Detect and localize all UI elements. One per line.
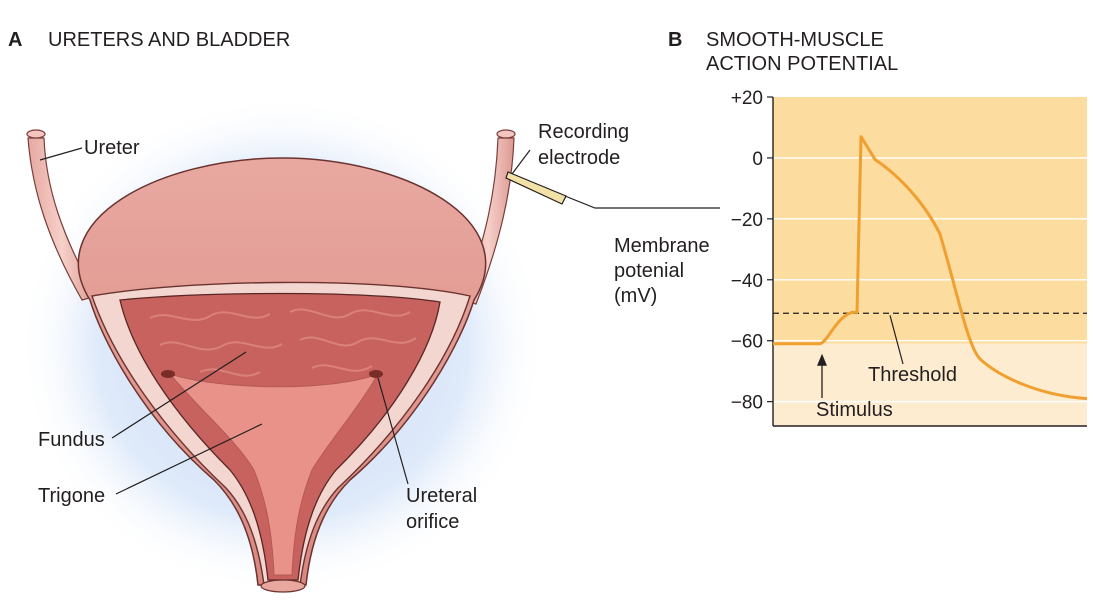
y-tick-label: −20: [731, 210, 763, 231]
y-tick-label: −80: [731, 393, 763, 414]
panel-b: B SMOOTH-MUSCLE ACTION POTENTIAL Membran…: [614, 29, 1088, 427]
panel-a-letter: A: [8, 29, 22, 51]
ureteral-orifice-label-2: orifice: [406, 511, 459, 533]
panel-a-title: URETERS AND BLADDER: [48, 29, 290, 51]
ureter-leader: [39, 147, 83, 161]
ylabel-line-1: Membrane: [614, 235, 710, 257]
action-potential-plot: +20 0 −20 −40 −60 −80: [731, 88, 1088, 427]
recording-electrode-label-1: Recording: [538, 121, 629, 143]
trigone-label: Trigone: [38, 485, 105, 507]
rugae-folds: [149, 308, 417, 377]
ureter-label: Ureter: [84, 137, 140, 159]
ureteral-orifice-leader: [377, 377, 409, 485]
trigone-leader: [115, 423, 263, 495]
panel-b-title-1: SMOOTH-MUSCLE: [706, 29, 884, 51]
panel-a: A URETERS AND BLADDER: [8, 29, 720, 595]
plot-background-lower: [773, 343, 1087, 426]
ylabel-line-3: (mV): [614, 285, 657, 307]
plot-background-upper: [773, 97, 1087, 344]
trigone-area: [168, 373, 380, 576]
y-tick-label: +20: [731, 88, 763, 109]
right-ureteral-orifice: [369, 370, 383, 378]
threshold-label: Threshold: [868, 364, 957, 386]
y-tick-label: −60: [731, 332, 763, 353]
left-ureteral-orifice: [161, 370, 175, 378]
panel-b-title-2: ACTION POTENTIAL: [706, 53, 898, 75]
action-potential-trace: [773, 135, 1088, 401]
recording-electrode-leader: [511, 149, 531, 175]
ureteral-orifice-label-1: Ureteral: [406, 485, 477, 507]
panel-b-letter: B: [668, 29, 682, 51]
fundus-leader: [111, 351, 247, 439]
urethra-opening: [260, 579, 306, 593]
recording-electrode-label-2: electrode: [538, 147, 620, 169]
stimulus-arrow-head: [817, 353, 827, 366]
threshold-leader: [889, 315, 904, 365]
recording-electrode: [505, 171, 720, 209]
y-tick-label: −40: [731, 271, 763, 292]
fundus-label: Fundus: [38, 429, 105, 451]
stimulus-label: Stimulus: [816, 399, 893, 421]
ylabel-line-2: potenial: [614, 260, 684, 282]
y-tick-label: 0: [752, 149, 763, 170]
